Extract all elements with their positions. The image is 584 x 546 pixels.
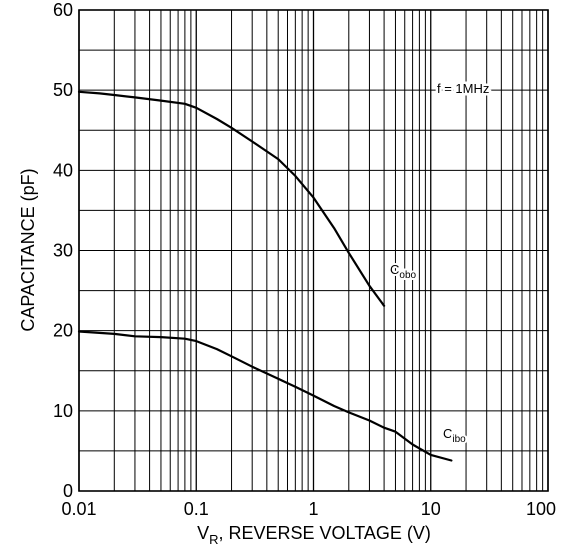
- x-axis-title-sub: R: [209, 532, 218, 546]
- series-label-cibo-main: C: [443, 426, 452, 441]
- y-tick-label: 60: [53, 0, 73, 20]
- y-axis-title: CAPACITANCE (pF): [18, 168, 38, 331]
- series-label-cibo: Cibo: [443, 426, 466, 445]
- series-line-ibo: [77, 330, 453, 462]
- x-axis-title-rest: , REVERSE VOLTAGE (V): [219, 523, 431, 543]
- x-tick-label: 0.1: [184, 499, 209, 519]
- x-tick-label: 1: [308, 499, 318, 519]
- y-tick-label: 50: [53, 80, 73, 100]
- series-label-cobo-main: C: [390, 262, 399, 277]
- y-tick-label: 30: [53, 241, 73, 261]
- series-label-cibo-sub: ibo: [452, 434, 466, 445]
- tick-labels: 0 10 20 30 40 50 60 0.01 0.1 1 10 100: [53, 0, 556, 519]
- x-axis-title: VR, REVERSE VOLTAGE (V): [197, 523, 431, 546]
- grid: [78, 10, 549, 491]
- y-tick-label: 0: [63, 481, 73, 501]
- x-axis-title-main: V: [197, 523, 209, 543]
- x-tick-label: 100: [526, 499, 556, 519]
- series-group: [77, 90, 453, 462]
- x-tick-label: 10: [421, 499, 441, 519]
- frequency-annotation: f = 1MHz: [437, 81, 489, 96]
- y-tick-label: 10: [53, 401, 73, 421]
- plot-frame: [78, 9, 549, 492]
- series-label-cobo: Cobo: [390, 262, 417, 281]
- series-label-cobo-sub: obo: [399, 270, 416, 281]
- series-line-obo: [77, 90, 386, 307]
- x-tick-label: 0.01: [61, 499, 96, 519]
- y-tick-label: 40: [53, 160, 73, 180]
- y-tick-label: 20: [53, 321, 73, 341]
